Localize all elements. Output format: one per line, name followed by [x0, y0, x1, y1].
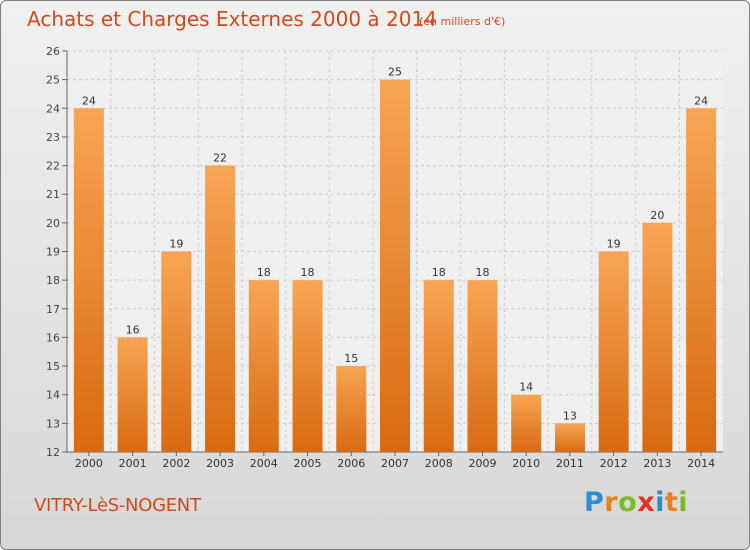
y-tick-label: 17	[46, 303, 60, 316]
data-label: 24	[82, 94, 96, 107]
x-tick-label: 2010	[512, 457, 540, 470]
y-tick-label: 13	[46, 417, 60, 430]
chart-title: Achats et Charges Externes 2000 à 2014	[27, 7, 437, 31]
x-tick-label: 2009	[468, 457, 496, 470]
y-tick-label: 22	[46, 160, 60, 173]
bar-2011	[554, 423, 585, 452]
x-tick-label: 2014	[687, 457, 715, 470]
logo-letter: o	[618, 487, 638, 518]
bar-2014	[686, 108, 717, 453]
x-tick-label: 2008	[425, 457, 453, 470]
x-tick-label: 2013	[643, 457, 671, 470]
data-label: 18	[257, 266, 271, 279]
data-label: 15	[344, 352, 358, 365]
x-tick-label: 2006	[337, 457, 365, 470]
bar-2004	[248, 280, 279, 452]
data-label: 25	[388, 66, 402, 79]
chart-subtitle: (en milliers d'€)	[419, 15, 506, 28]
logo-letter: r	[604, 487, 619, 518]
bar-2002	[161, 251, 192, 452]
data-label: 18	[301, 266, 315, 279]
data-label: 13	[563, 409, 577, 422]
logo-letter: x	[637, 487, 656, 518]
x-tick-label: 2004	[250, 457, 278, 470]
x-tick-label: 2003	[206, 457, 234, 470]
logo-letter: P	[584, 487, 605, 518]
data-label: 19	[169, 238, 183, 251]
bar-2008	[423, 280, 454, 452]
y-tick-label: 15	[46, 360, 60, 373]
data-label: 22	[213, 152, 227, 165]
x-tick-label: 2011	[556, 457, 584, 470]
commune-name: VITRY-LèS-NOGENT	[34, 495, 201, 516]
x-tick-label: 2012	[600, 457, 628, 470]
logo-letter: i	[678, 487, 689, 518]
y-tick-label: 26	[46, 45, 60, 58]
x-tick-label: 2000	[75, 457, 103, 470]
proxiti-logo[interactable]: Proxiti	[584, 487, 688, 518]
y-tick-label: 25	[46, 74, 60, 87]
y-tick-label: 23	[46, 131, 60, 144]
bar-2009	[467, 280, 498, 452]
data-label: 20	[650, 209, 664, 222]
y-tick-label: 19	[46, 246, 60, 259]
bar-2005	[292, 280, 323, 452]
data-labels: 24 16 19 22 18 18 15 25 18 18 14 13 19 20 24	[82, 66, 708, 423]
x-tick-label: 2002	[162, 457, 190, 470]
bar-2012	[598, 251, 629, 452]
bars	[73, 79, 717, 453]
bar-2000	[73, 108, 104, 453]
x-tick-label: 2001	[119, 457, 147, 470]
data-label: 16	[126, 323, 140, 336]
data-label: 18	[475, 266, 489, 279]
y-tick-label: 21	[46, 188, 60, 201]
y-tick-label: 14	[46, 389, 60, 402]
y-tick-labels: 12 13 14 15 16 17 18 19 20 21 22 23 24 25 26	[46, 45, 60, 459]
bar-2007	[380, 79, 410, 453]
data-label: 18	[432, 266, 446, 279]
y-tick-label: 12	[46, 446, 60, 459]
bar-2006	[336, 366, 367, 452]
data-label: 24	[694, 94, 708, 107]
y-tick-label: 18	[46, 274, 60, 287]
bar-2003	[205, 165, 236, 453]
y-tick-label: 24	[46, 102, 60, 115]
logo-letter: i	[655, 487, 665, 518]
logo-letter: t	[664, 487, 679, 518]
x-tick-label: 2005	[294, 457, 322, 470]
bar-2001	[117, 337, 148, 452]
data-label: 14	[519, 381, 533, 394]
x-tick-label: 2007	[381, 457, 409, 470]
y-tick-label: 20	[46, 217, 60, 230]
data-label: 19	[607, 238, 621, 251]
y-tick-label: 16	[46, 331, 60, 344]
x-tick-labels: 2000 2001 2002 2003 2004 2005 2006 2007 2008 2009…	[75, 457, 715, 470]
bar-2013	[642, 222, 673, 452]
bar-2010	[511, 394, 542, 452]
